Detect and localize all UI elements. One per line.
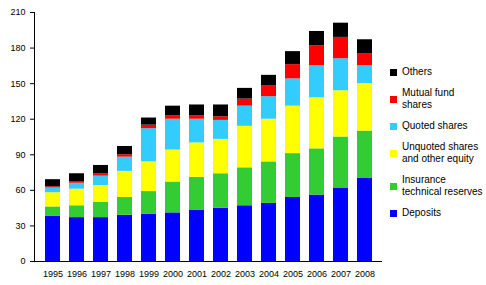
html-text:Unquoted shares and other equi: Unquoted shares and other equity [402, 141, 479, 164]
html-text:Deposits: Deposits [402, 207, 441, 218]
svg-text:1995: 1995 [43, 269, 63, 279]
svg-text:2001: 2001 [187, 269, 207, 279]
svg-text:1999: 1999 [139, 269, 159, 279]
svg-text:1997: 1997 [91, 269, 111, 279]
html-text:Others: Others [402, 66, 432, 77]
svg-text:2005: 2005 [283, 269, 303, 279]
svg-text:2000: 2000 [163, 269, 183, 279]
svg-text:2002: 2002 [211, 269, 231, 279]
svg-text:1998: 1998 [115, 269, 135, 279]
svg-text:30: 30 [15, 221, 25, 231]
html-text:Insurance technical reserves: Insurance technical reserves [402, 174, 483, 197]
svg-text:2007: 2007 [331, 269, 351, 279]
svg-text:2003: 2003 [235, 269, 255, 279]
svg-text:2004: 2004 [259, 269, 279, 279]
html-text:Quoted shares: Quoted shares [402, 120, 468, 131]
svg-text:0: 0 [20, 256, 25, 266]
svg-text:2008: 2008 [355, 269, 375, 279]
svg-text:60: 60 [15, 185, 25, 195]
svg-text:180: 180 [10, 43, 25, 53]
svg-text:120: 120 [10, 114, 25, 124]
svg-text:2006: 2006 [307, 269, 327, 279]
svg-text:1996: 1996 [67, 269, 87, 279]
svg-text:150: 150 [10, 79, 25, 89]
svg-text:90: 90 [15, 150, 25, 160]
html-text:Mutual fund shares: Mutual fund shares [402, 87, 455, 110]
svg-text:210: 210 [10, 7, 25, 17]
